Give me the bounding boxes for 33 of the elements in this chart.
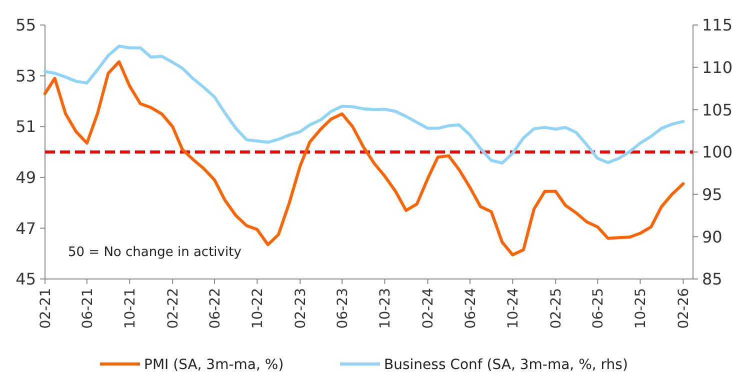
x-tick-label: 02-22 (165, 288, 182, 329)
legend-label: PMI (SA, 3m-ma, %) (144, 356, 284, 373)
x-tick-label: 02-26 (676, 288, 692, 329)
y2-tick-label: 95 (702, 184, 722, 204)
x-tick-label: 10-23 (378, 288, 394, 329)
legend-label: Business Conf (SA, 3m-ma, %, rhs) (384, 356, 628, 373)
y2-tick-label: 105 (702, 100, 733, 120)
x-tick-label: 10-24 (506, 288, 522, 329)
x-tick-label: 06-22 (207, 288, 224, 329)
y-tick-label: 47 (16, 218, 36, 238)
x-tick-label: 02-23 (293, 288, 310, 329)
x-tick-label: 10-21 (122, 288, 138, 329)
y2-tick-label: 90 (702, 227, 722, 246)
x-tick-label: 10-25 (633, 288, 650, 329)
line-series (44, 44, 685, 165)
y2-tick-label: 110 (702, 58, 733, 77)
y2-tick-label: 85 (702, 270, 722, 289)
x-tick-label: 06-23 (334, 288, 351, 329)
x-tick-label: 06-25 (590, 288, 606, 329)
x-tick-label: 06-24 (462, 288, 479, 329)
x-tick-label: 10-22 (250, 288, 266, 329)
y-tick-label: 55 (16, 16, 36, 35)
x-tick-label: 02-21 (38, 288, 54, 329)
y2-tick-label: 115 (702, 16, 733, 35)
x-tick-label: 02-25 (548, 288, 565, 329)
y-tick-label: 53 (16, 66, 36, 86)
annotation: 50 = No change in activity (68, 245, 242, 260)
y-tick-label: 45 (16, 270, 36, 289)
y2-tick-label: 100 (702, 142, 733, 162)
x-tick-label: 06-21 (80, 288, 96, 329)
y-tick-label: 49 (16, 168, 36, 187)
x-tick-label: 02-24 (420, 288, 437, 329)
y-tick-label: 51 (16, 117, 36, 136)
